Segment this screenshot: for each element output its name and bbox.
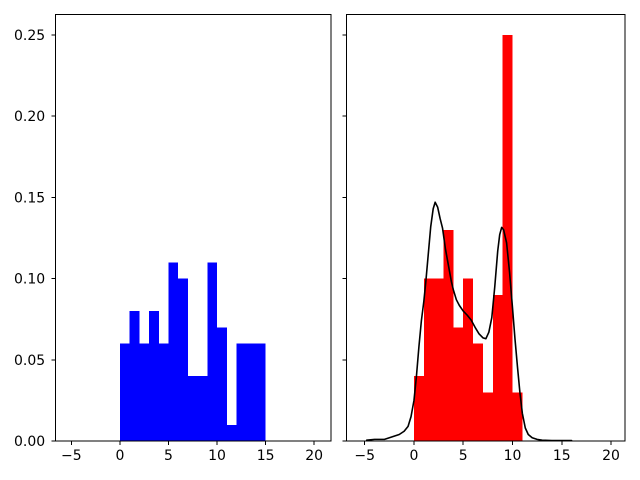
histogram-bar — [246, 343, 256, 441]
histogram-bar — [512, 392, 523, 441]
histogram-bar — [129, 311, 140, 441]
axes-frame — [55, 13, 332, 442]
x-tick-label: −5 — [61, 448, 82, 464]
kde-curve — [365, 201, 573, 442]
y-tick-label: 0.10 — [14, 272, 45, 288]
histogram-bar — [482, 392, 493, 441]
x-tick-label: 5 — [459, 448, 468, 464]
x-tick-label: 0 — [410, 448, 419, 464]
histogram-bar — [226, 424, 237, 441]
x-tick-label: 0 — [115, 448, 124, 464]
histogram-bar — [453, 327, 464, 441]
x-tick-label: 15 — [553, 448, 571, 464]
histogram-bar — [187, 376, 198, 441]
x-axis: −5 0 5 10 15 20 — [61, 441, 323, 464]
y-tick-label: 0.25 — [14, 28, 45, 44]
histogram-bar — [463, 278, 474, 441]
axes-frame — [346, 13, 626, 442]
x-tick-label: 20 — [602, 448, 620, 464]
histogram-bar — [492, 294, 503, 441]
x-tick-label: −5 — [354, 448, 375, 464]
histogram-bar — [139, 343, 150, 441]
histogram-bar — [178, 278, 188, 441]
histogram-bar — [443, 229, 454, 441]
histogram-bar — [149, 311, 159, 441]
histogram-bar — [502, 34, 513, 442]
x-tick-label: 15 — [257, 448, 275, 464]
histogram-bar — [236, 343, 247, 441]
histogram-bar — [423, 278, 434, 441]
x-axis: −5 0 5 10 15 20 — [354, 441, 620, 464]
x-tick-label: 10 — [504, 448, 522, 464]
histogram-bar — [119, 343, 130, 441]
histogram-bar — [255, 343, 266, 441]
histogram-bar — [433, 278, 444, 441]
blue-density-histogram — [119, 262, 266, 441]
histogram-bar — [473, 343, 483, 441]
left-axes: −5 0 5 10 15 20 0.00 0.05 0.10 0.15 0.20 0.25 — [14, 13, 332, 464]
histogram-bar — [207, 262, 218, 441]
x-tick-label: 5 — [164, 448, 173, 464]
y-axis: 0.00 0.05 0.10 0.15 0.20 0.25 — [14, 28, 56, 450]
histogram-bar — [197, 376, 208, 441]
y-tick-label: 0.00 — [14, 434, 45, 450]
histogram-bar — [413, 376, 424, 441]
histogram-bar — [217, 327, 227, 441]
y-tick-label: 0.15 — [14, 190, 45, 206]
histogram-bar — [158, 343, 169, 441]
y-tick-label: 0.20 — [14, 109, 45, 125]
x-tick-label: 10 — [208, 448, 226, 464]
right-axes: −5 0 5 10 15 20 — [342, 13, 626, 464]
red-density-histogram — [413, 34, 523, 442]
y-axis — [342, 34, 347, 442]
x-tick-label: 20 — [305, 448, 323, 464]
y-tick-label: 0.05 — [14, 353, 45, 369]
histogram-bar — [168, 262, 179, 441]
